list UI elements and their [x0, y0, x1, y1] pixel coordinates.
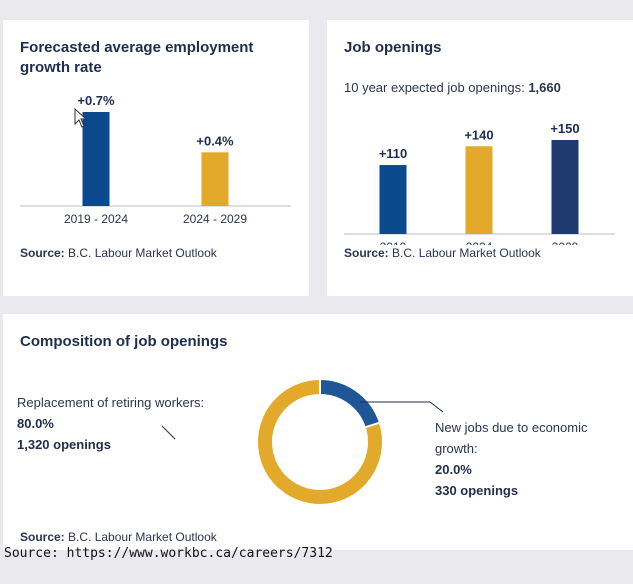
job-openings-subtitle-value: 1,660 — [528, 80, 561, 95]
x-tick-label-0: 2019 - 2024 — [64, 212, 128, 226]
job-openings-source: Source: B.C. Labour Market Outlook — [344, 246, 541, 260]
bar-2 — [551, 140, 579, 234]
donut-slice-0 — [319, 380, 379, 428]
source-text: B.C. Labour Market Outlook — [388, 246, 541, 260]
retiring-workers-text: Replacement of retiring workers: — [17, 395, 205, 410]
composition-donut-chart — [161, 379, 444, 504]
composition-title: Composition of job openings — [20, 333, 228, 350]
employment-growth-title-line2: growth rate — [20, 59, 102, 76]
bar-0 — [82, 112, 110, 206]
x-tick-label-0: 2019 — [380, 240, 407, 245]
bar-value-label-0: +110 — [379, 146, 408, 161]
new-jobs-text-line1: New jobs due to economic — [435, 420, 588, 435]
mouse-cursor-icon — [74, 108, 88, 128]
retiring-workers-openings: 1,320 openings — [17, 437, 111, 452]
new-jobs-label: New jobs due to economic growth: 20.0% 3… — [435, 417, 587, 501]
source-label: Source: — [344, 246, 389, 260]
job-openings-card: Job openings 10 year expected job openin… — [327, 20, 633, 296]
new-jobs-openings: 330 openings — [435, 483, 519, 498]
job-openings-subtitle-text: 10 year expected job openings: — [344, 80, 529, 95]
source-label: Source: — [20, 530, 65, 544]
donut-slice-1 — [258, 380, 382, 504]
source-text: B.C. Labour Market Outlook — [64, 246, 217, 260]
job-openings-chart: +110 2019 +140 2024 +150 2029 — [344, 121, 615, 245]
retiring-workers-label: Replacement of retiring workers: 80.0% 1… — [17, 392, 204, 455]
bar-value-label-0: +0.7% — [77, 93, 115, 108]
bar-0 — [379, 165, 407, 234]
new-jobs-text-line2: growth: — [435, 441, 478, 456]
source-text: B.C. Labour Market Outlook — [64, 530, 217, 544]
employment-growth-title: Forecasted average employment growth rat… — [20, 38, 253, 78]
composition-card: Composition of job openings Replacement … — [3, 314, 633, 550]
bar-value-label-2: +150 — [550, 121, 579, 136]
leader-line-retiring — [161, 425, 176, 440]
bar-1 — [465, 146, 493, 234]
composition-source: Source: B.C. Labour Market Outlook — [20, 530, 217, 544]
job-openings-title: Job openings — [344, 39, 442, 56]
footer-source-url[interactable]: Source: https://www.workbc.ca/careers/73… — [4, 546, 333, 561]
x-tick-label-1: 2024 - 2029 — [183, 212, 247, 226]
employment-growth-source: Source: B.C. Labour Market Outlook — [20, 246, 217, 260]
x-tick-label-1: 2024 — [466, 240, 493, 245]
job-openings-subtitle: 10 year expected job openings: 1,660 — [344, 80, 561, 95]
bar-value-label-1: +0.4% — [196, 133, 234, 148]
leader-line-new-jobs — [360, 401, 444, 413]
x-tick-label-2: 2029 — [552, 240, 579, 245]
donut-separator-1 — [364, 421, 381, 429]
employment-growth-chart: +0.7% 2019 - 2024 +0.4% 2024 - 2029 — [20, 93, 291, 226]
source-label: Source: — [20, 246, 65, 260]
retiring-workers-percent: 80.0% — [17, 416, 54, 431]
employment-growth-title-line1: Forecasted average employment — [20, 39, 254, 56]
bar-1 — [201, 152, 229, 206]
employment-growth-card: Forecasted average employment growth rat… — [3, 20, 309, 296]
bar-value-label-1: +140 — [464, 127, 493, 142]
new-jobs-percent: 20.0% — [435, 462, 472, 477]
